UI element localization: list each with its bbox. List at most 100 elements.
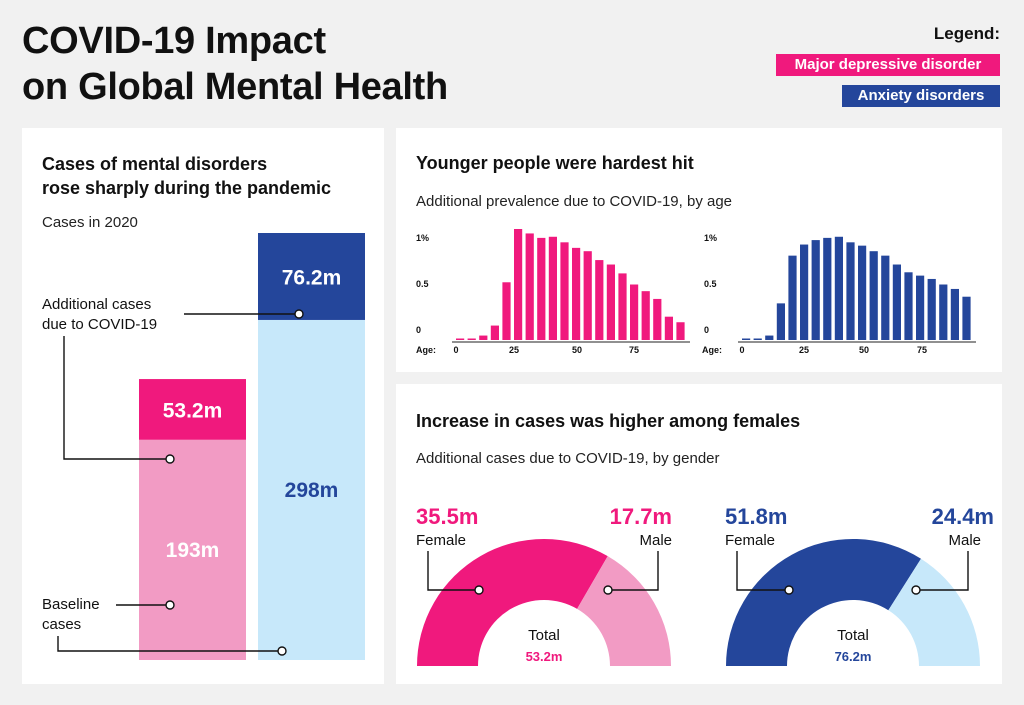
- anxiety-female-value: 51.8m: [725, 504, 787, 529]
- mdd-male-value: 17.7m: [610, 504, 672, 529]
- mdd-female-value: 35.5m: [416, 504, 478, 529]
- anxiety-ytick-05: 0.5: [704, 279, 717, 289]
- anxiety-age-bar-15: [776, 303, 785, 340]
- gender-donuts: 35.5m Female 17.7m Male Total 53.2m 51.8…: [416, 504, 994, 666]
- mdd-female-slice: [417, 539, 608, 666]
- mdd-age-bar-5: [467, 338, 476, 340]
- annotation-dot-baseline-anx: [277, 646, 287, 656]
- mdd-xtick-75: 75: [629, 345, 639, 355]
- anxiety-gender-donut: 51.8m Female 24.4m Male Total 76.2m: [725, 504, 994, 666]
- anxiety-age-bar-60: [881, 255, 890, 340]
- anxiety-age-bar-95: [962, 296, 971, 340]
- bar-mdd-additional: [139, 379, 246, 440]
- cases-title-line-2: rose sharply during the pandemic: [42, 178, 332, 198]
- anxiety-age-bar-50: [858, 245, 867, 340]
- anxiety-age-bar-35: [823, 237, 832, 340]
- annotation-dot-additional-mdd: [165, 454, 175, 464]
- anxiety-age-bar-0: [742, 338, 751, 340]
- mdd-ytick-0: 0: [416, 325, 421, 335]
- anxiety-age-chart: 1% 0.5 0 Age: 0 25 50 75: [702, 233, 976, 355]
- anxiety-ytick-1: 1%: [704, 233, 717, 243]
- anxiety-xlabel: Age:: [702, 345, 722, 355]
- anxiety-xtick-25: 25: [799, 345, 809, 355]
- anxiety-female-dot: [784, 585, 794, 595]
- anxiety-age-bar-25: [800, 244, 809, 340]
- anxiety-female-slice: [726, 539, 921, 666]
- anxiety-male-value: 24.4m: [932, 504, 994, 529]
- anxiety-xtick-0: 0: [739, 345, 744, 355]
- anxiety-age-bar-80: [927, 278, 936, 340]
- mdd-age-bar-95: [676, 322, 685, 340]
- legend-item-anxiety: Anxiety disorders: [842, 85, 1000, 107]
- annotation-dot-baseline-mdd: [165, 600, 175, 610]
- mdd-age-bar-50: [572, 247, 581, 340]
- mdd-age-bar-80: [641, 291, 650, 340]
- mdd-age-bar-0: [456, 338, 465, 340]
- anxiety-male-pointer: [916, 551, 969, 591]
- gender-panel: Increase in cases was higher among femal…: [396, 384, 1002, 684]
- mdd-ytick-1: 1%: [416, 233, 429, 243]
- mdd-ytick-05: 0.5: [416, 279, 429, 289]
- mdd-age-bar-40: [548, 236, 557, 340]
- mdd-female-dot: [474, 585, 484, 595]
- mdd-age-bar-60: [595, 260, 604, 340]
- anxiety-female-label: Female: [725, 532, 775, 549]
- page-title: COVID-19 Impact on Global Mental Health: [22, 18, 448, 110]
- mdd-gender-donut: 35.5m Female 17.7m Male Total 53.2m: [416, 504, 672, 666]
- bar-mdd-baseline: [139, 439, 246, 660]
- gender-title: Increase in cases was higher among femal…: [416, 411, 801, 431]
- mdd-female-pointer: [427, 551, 479, 591]
- anxiety-age-bar-90: [950, 288, 959, 340]
- anxiety-total-value: 76.2m: [835, 649, 872, 664]
- mdd-age-bar-30: [525, 233, 534, 340]
- cases-title-line-1: Cases of mental disorders: [42, 154, 268, 174]
- anxiety-age-bar-75: [916, 275, 925, 340]
- mdd-age-bar-90: [664, 316, 673, 340]
- title-line-1: COVID-19 Impact: [22, 20, 326, 62]
- mdd-male-slice: [577, 556, 671, 666]
- anxiety-age-bar-20: [788, 255, 797, 340]
- mdd-xtick-50: 50: [572, 345, 582, 355]
- cases-subtitle: Cases in 2020: [42, 214, 138, 231]
- cases-panel: Cases of mental disorders rose sharply d…: [22, 128, 384, 684]
- anxiety-age-bar-85: [939, 284, 948, 340]
- mdd-male-pointer: [608, 551, 659, 591]
- title-line-2: on Global Mental Health: [22, 66, 448, 108]
- anxiety-xtick-50: 50: [859, 345, 869, 355]
- mdd-xlabel: Age:: [416, 345, 436, 355]
- bar-anxiety-additional: [258, 233, 365, 320]
- anxiety-age-bar-5: [753, 338, 762, 340]
- annotation-line-baseline-anx: [57, 636, 282, 652]
- annotation-dot-additional-anx: [294, 309, 304, 319]
- label-anxiety-baseline: 298m: [285, 479, 339, 502]
- age-subtitle: Additional prevalence due to COVID-19, b…: [416, 193, 733, 210]
- legend-title: Legend:: [933, 24, 1000, 43]
- anxiety-age-bar-65: [892, 264, 901, 340]
- mdd-age-bar-35: [537, 237, 546, 340]
- mdd-age-bar-55: [583, 251, 592, 340]
- anxiety-age-bar-30: [811, 240, 820, 340]
- anxiety-ytick-0: 0: [704, 325, 709, 335]
- anxiety-male-label: Male: [948, 532, 981, 549]
- anxiety-age-bar-55: [869, 251, 878, 340]
- mdd-xtick-25: 25: [509, 345, 519, 355]
- mdd-age-bar-10: [479, 335, 488, 340]
- legend-item-mdd: Major depressive disorder: [776, 54, 1000, 76]
- anxiety-age-bar-45: [846, 242, 855, 340]
- anxiety-age-bars: [742, 236, 971, 340]
- mdd-age-chart: 1% 0.5 0 Age: 0 25 50 75: [416, 229, 690, 355]
- mdd-male-label: Male: [639, 532, 672, 549]
- anxiety-total-label: Total: [837, 627, 869, 644]
- mdd-total-label: Total: [528, 627, 560, 644]
- anxiety-female-pointer: [736, 551, 789, 591]
- mdd-total-value: 53.2m: [526, 649, 563, 664]
- mdd-age-bar-75: [630, 284, 639, 340]
- mdd-age-bar-15: [490, 325, 499, 340]
- cases-title: Cases of mental disorders rose sharply d…: [42, 152, 331, 200]
- annotation-baseline-line-2: cases: [42, 616, 81, 633]
- age-histograms: 1% 0.5 0 Age: 0 25 50 75 1% 0.5 0 Age: 0…: [416, 229, 976, 355]
- mdd-male-dot: [603, 585, 613, 595]
- anxiety-xtick-75: 75: [917, 345, 927, 355]
- mdd-age-bar-25: [514, 229, 523, 340]
- label-anxiety-additional: 76.2m: [282, 266, 342, 289]
